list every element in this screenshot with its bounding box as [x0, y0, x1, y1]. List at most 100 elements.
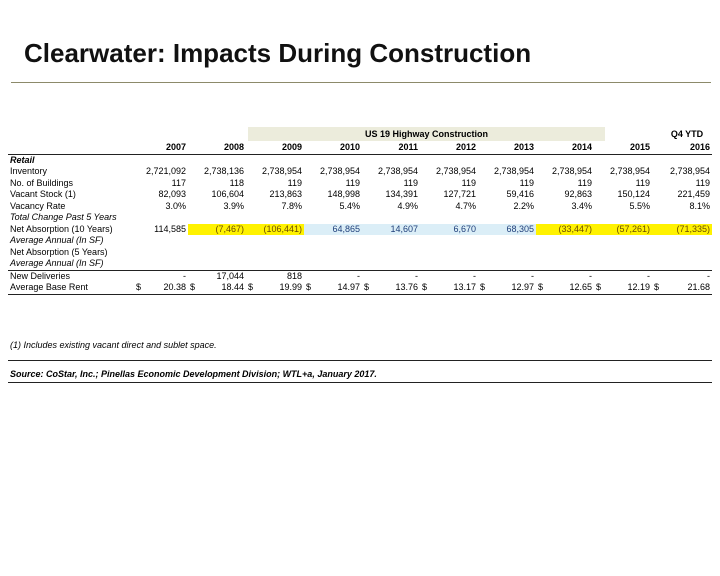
- currency-symbol: $: [364, 282, 370, 292]
- rent-value: 21.68: [687, 282, 710, 292]
- table-row-vacancy-rate: Vacancy Rate 3.0% 3.9% 7.8% 5.4% 4.9% 4.…: [8, 201, 712, 213]
- table-cell: 92,863: [564, 189, 592, 199]
- table-cell: 8.1%: [689, 200, 710, 211]
- table-cell: -: [183, 270, 186, 281]
- table-cell: 3.4%: [571, 200, 592, 211]
- row-label: No. of Buildings: [10, 177, 74, 188]
- table-cell: 213,863: [269, 189, 302, 199]
- construction-band-label: US 19 Highway Construction: [364, 129, 489, 139]
- table-cell: 2,721,092: [145, 166, 186, 176]
- currency-symbol: $: [538, 282, 544, 292]
- table-cell-negative: (7,467): [188, 223, 246, 235]
- table-cell: 3.9%: [223, 200, 244, 211]
- header-year: 2014: [536, 142, 594, 155]
- currency-symbol: $: [596, 282, 602, 292]
- table-cell: 119: [403, 177, 418, 188]
- table-cell-positive: 14,607: [362, 223, 420, 235]
- table-cell: 3.0%: [165, 200, 186, 211]
- table-cell: 2,738,136: [203, 166, 244, 176]
- table-header-row: 2007 2008 2009 2010 2011 2012 2013 2014 …: [8, 142, 712, 155]
- table-cell: -: [647, 270, 650, 281]
- rent-value: 20.38: [163, 282, 186, 292]
- table-cell: 148,998: [327, 189, 360, 199]
- currency-symbol: $: [422, 282, 428, 292]
- table-cell: 106,604: [211, 189, 244, 199]
- table-cell: $12.97: [478, 282, 536, 295]
- table-cell: $21.68: [652, 282, 712, 295]
- table-cell: 7.8%: [281, 200, 302, 211]
- table-cell: 17,044: [216, 270, 244, 281]
- rent-value: 12.19: [627, 282, 650, 292]
- table-cell: 119: [345, 177, 360, 188]
- source-divider-bottom: [8, 382, 712, 383]
- table-cell: 59,416: [506, 189, 534, 199]
- row-label: Average Base Rent: [8, 282, 134, 295]
- header-year: 2011: [362, 142, 420, 155]
- row-label: New Deliveries: [10, 270, 71, 281]
- row-label: Vacancy Rate: [10, 200, 66, 211]
- table-cell: 127,721: [443, 189, 476, 199]
- construction-band: [248, 127, 605, 141]
- table-cell-negative: (57,261): [594, 223, 652, 235]
- header-year: 2013: [478, 142, 536, 155]
- header-year: 2007: [134, 142, 188, 155]
- rent-value: 13.76: [395, 282, 418, 292]
- table-cell: 2,738,954: [669, 166, 710, 176]
- table-row-net-absorption-5: Net Absorption (5 Years): [8, 247, 712, 259]
- table-cell: 119: [461, 177, 476, 188]
- rent-value: 12.97: [511, 282, 534, 292]
- table-cell: 119: [577, 177, 592, 188]
- table-cell: 4.9%: [397, 200, 418, 211]
- table-cell: -: [473, 270, 476, 281]
- title-divider: [11, 82, 711, 83]
- table-cell: 818: [286, 270, 302, 281]
- footnote: (1) Includes existing vacant direct and …: [10, 340, 217, 350]
- currency-symbol: $: [480, 282, 486, 292]
- row-label: Average Annual (In SF): [10, 235, 104, 245]
- header-year: 2012: [420, 142, 478, 155]
- table-row-net-absorption-10: Net Absorption (10 Years) 114,585 (7,467…: [8, 223, 712, 235]
- currency-symbol: $: [136, 282, 142, 292]
- table-cell: 2,738,954: [377, 166, 418, 176]
- table-cell: 5.4%: [339, 200, 360, 211]
- row-label: Total Change Past 5 Years: [10, 212, 117, 222]
- table-row-total-change: Total Change Past 5 Years: [8, 212, 712, 224]
- row-label: Average Annual (In SF): [8, 258, 134, 271]
- table-cell: -: [589, 270, 592, 281]
- table-cell: -: [531, 270, 534, 281]
- table-cell: $14.97: [304, 282, 362, 295]
- rent-value: 12.65: [569, 282, 592, 292]
- table-cell: $18.44: [188, 282, 246, 295]
- table-cell: 119: [287, 177, 302, 188]
- header-year: 2008: [188, 142, 246, 155]
- table-cell-negative: (71,335): [652, 223, 712, 235]
- currency-symbol: $: [190, 282, 196, 292]
- data-table: 2007 2008 2009 2010 2011 2012 2013 2014 …: [8, 142, 712, 295]
- row-label: Net Absorption (5 Years): [10, 246, 108, 257]
- table-cell: 2,738,954: [609, 166, 650, 176]
- rent-value: 13.17: [453, 282, 476, 292]
- header-year: 2016: [652, 142, 712, 155]
- header-year: 2015: [594, 142, 652, 155]
- table-cell: 4.7%: [455, 200, 476, 211]
- table-cell: 2,738,954: [493, 166, 534, 176]
- currency-symbol: $: [306, 282, 312, 292]
- table-cell-positive: 68,305: [478, 223, 536, 235]
- table-row-new-deliveries: New Deliveries - 17,044 818 - - - - - - …: [8, 270, 712, 282]
- source-divider-top: [8, 360, 712, 361]
- table-cell: 134,391: [385, 189, 418, 199]
- table-cell: 2,738,954: [261, 166, 302, 176]
- table-cell: 119: [695, 177, 710, 188]
- table-cell-negative: (33,447): [536, 223, 594, 235]
- table-cell: $12.65: [536, 282, 594, 295]
- table-cell: $12.19: [594, 282, 652, 295]
- page-title: Clearwater: Impacts During Construction: [24, 38, 532, 68]
- row-label: Inventory: [10, 166, 48, 176]
- table-cell: 221,459: [677, 189, 710, 199]
- table-cell: -: [415, 270, 418, 281]
- table-row-buildings: No. of Buildings 117 118 119 119 119 119…: [8, 178, 712, 190]
- table-cell: $19.99: [246, 282, 304, 295]
- table-cell-negative: (106,441): [246, 223, 304, 235]
- table-row-vacant-stock: Vacant Stock (1) 82,093 106,604 213,863 …: [8, 189, 712, 201]
- header-year: 2010: [304, 142, 362, 155]
